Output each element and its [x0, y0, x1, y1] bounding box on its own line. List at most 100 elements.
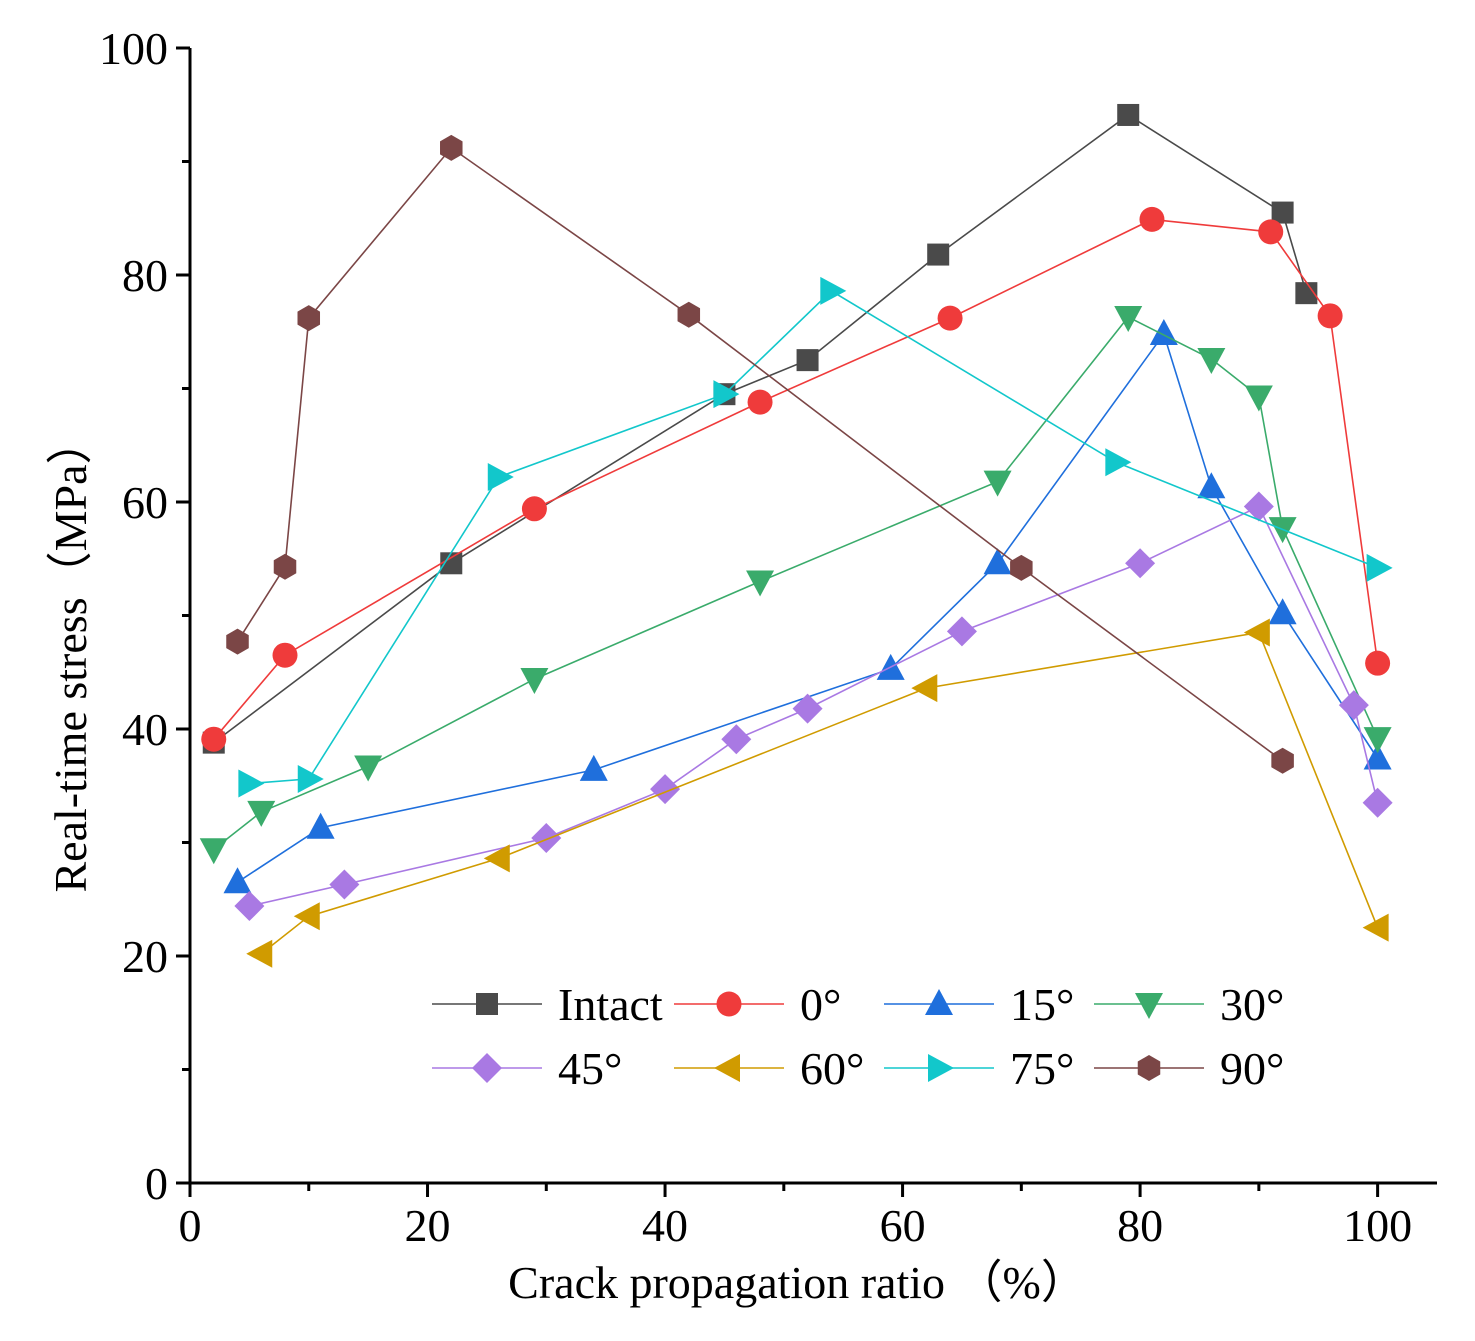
data-point — [927, 243, 950, 266]
y-tick-label: 100 — [99, 23, 168, 74]
series-line — [260, 631, 1379, 955]
legend: Intact 0° 15° 30° 45° 60° 75° 90° — [432, 979, 1284, 1094]
legend-item: 0° — [674, 979, 841, 1030]
legend-marker — [714, 1054, 740, 1082]
data-point — [746, 570, 775, 597]
data-point — [983, 548, 1012, 575]
data-point — [579, 754, 608, 781]
series-line — [213, 218, 1379, 740]
x-tick-label: 100 — [1343, 1200, 1412, 1251]
y-tick-label: 80 — [122, 250, 168, 301]
legend-marker — [716, 991, 742, 1017]
legend-marker — [925, 989, 953, 1015]
data-point — [234, 891, 265, 922]
y-tick-label: 40 — [122, 704, 168, 755]
legend-marker — [472, 1053, 502, 1083]
series-lines — [199, 103, 1393, 968]
data-point — [796, 349, 819, 372]
legend-label: 75° — [1010, 1043, 1074, 1094]
legend-label: 60° — [800, 1043, 864, 1094]
data-point — [1268, 598, 1297, 625]
data-point — [946, 616, 977, 647]
legend-label: 15° — [1010, 979, 1074, 1030]
legend-label: 90° — [1220, 1043, 1284, 1094]
data-point — [440, 134, 463, 161]
data-point — [272, 642, 298, 668]
legend-item: 60° — [674, 1043, 864, 1094]
legend-label: 45° — [558, 1043, 622, 1094]
series-line — [213, 114, 1308, 744]
series-1 — [202, 103, 1318, 754]
x-tick-label: 80 — [1117, 1200, 1163, 1251]
data-point — [306, 812, 335, 839]
data-point — [820, 276, 847, 305]
legend-item: 90° — [1094, 1043, 1284, 1094]
data-point — [650, 774, 681, 805]
data-point — [201, 726, 227, 752]
data-point — [1243, 618, 1270, 647]
data-point — [1010, 554, 1033, 581]
data-point — [246, 939, 273, 968]
series-8 — [226, 134, 1294, 774]
legend-marker — [928, 1054, 954, 1082]
data-point — [238, 769, 265, 798]
data-point — [440, 552, 463, 575]
data-point — [1258, 219, 1284, 245]
data-point — [1125, 548, 1156, 579]
data-point — [937, 305, 963, 331]
legend-label: 30° — [1220, 979, 1284, 1030]
data-point — [1117, 103, 1140, 126]
data-point — [713, 380, 740, 409]
data-point — [223, 867, 252, 894]
x-tick-label: 20 — [405, 1200, 451, 1251]
legend-label: 0° — [800, 979, 841, 1030]
data-point — [226, 628, 249, 655]
legend-marker — [1137, 1055, 1161, 1081]
legend-item: 15° — [884, 979, 1074, 1030]
legend-marker — [1135, 993, 1163, 1019]
data-point — [483, 844, 510, 873]
data-point — [297, 764, 324, 793]
data-point — [792, 693, 823, 724]
data-point — [1362, 913, 1389, 942]
data-point — [911, 674, 938, 703]
data-point — [273, 553, 297, 580]
data-point — [1365, 650, 1391, 676]
data-point — [1149, 319, 1178, 346]
series-2 — [201, 206, 1391, 752]
data-point — [297, 305, 321, 332]
legend-item: 75° — [884, 1043, 1074, 1094]
x-tick-label: 60 — [880, 1200, 926, 1251]
series-3 — [223, 319, 1392, 894]
data-point — [1271, 747, 1294, 774]
data-point — [1317, 303, 1343, 329]
x-tick-label: 40 — [642, 1200, 688, 1251]
data-point — [354, 755, 383, 782]
data-point — [199, 838, 228, 865]
data-point — [329, 869, 360, 900]
data-point — [1363, 727, 1392, 754]
series-5 — [234, 491, 1393, 922]
y-tick-label: 20 — [122, 931, 168, 982]
data-point — [1271, 201, 1294, 224]
legend-item: 45° — [432, 1043, 622, 1094]
legend-item: Intact — [432, 979, 663, 1030]
data-point — [747, 389, 773, 415]
data-point — [1243, 491, 1274, 522]
data-point — [1363, 743, 1392, 770]
legend-marker — [476, 993, 498, 1015]
data-point — [1366, 553, 1393, 582]
x-tick-label: 0 — [179, 1200, 202, 1251]
y-tick-label: 0 — [145, 1158, 168, 1209]
data-point — [983, 470, 1012, 497]
axes: 0 20 40 60 80 100 0 20 40 60 80 100 — [99, 23, 1437, 1251]
data-point — [1362, 787, 1393, 818]
legend-item: 30° — [1094, 979, 1284, 1030]
y-axis-title: Real-time stress（MPa） — [45, 419, 96, 893]
series-line — [236, 146, 1284, 762]
series-6 — [246, 618, 1389, 968]
data-point — [1105, 448, 1132, 477]
data-point — [521, 496, 547, 522]
data-point — [531, 822, 562, 853]
